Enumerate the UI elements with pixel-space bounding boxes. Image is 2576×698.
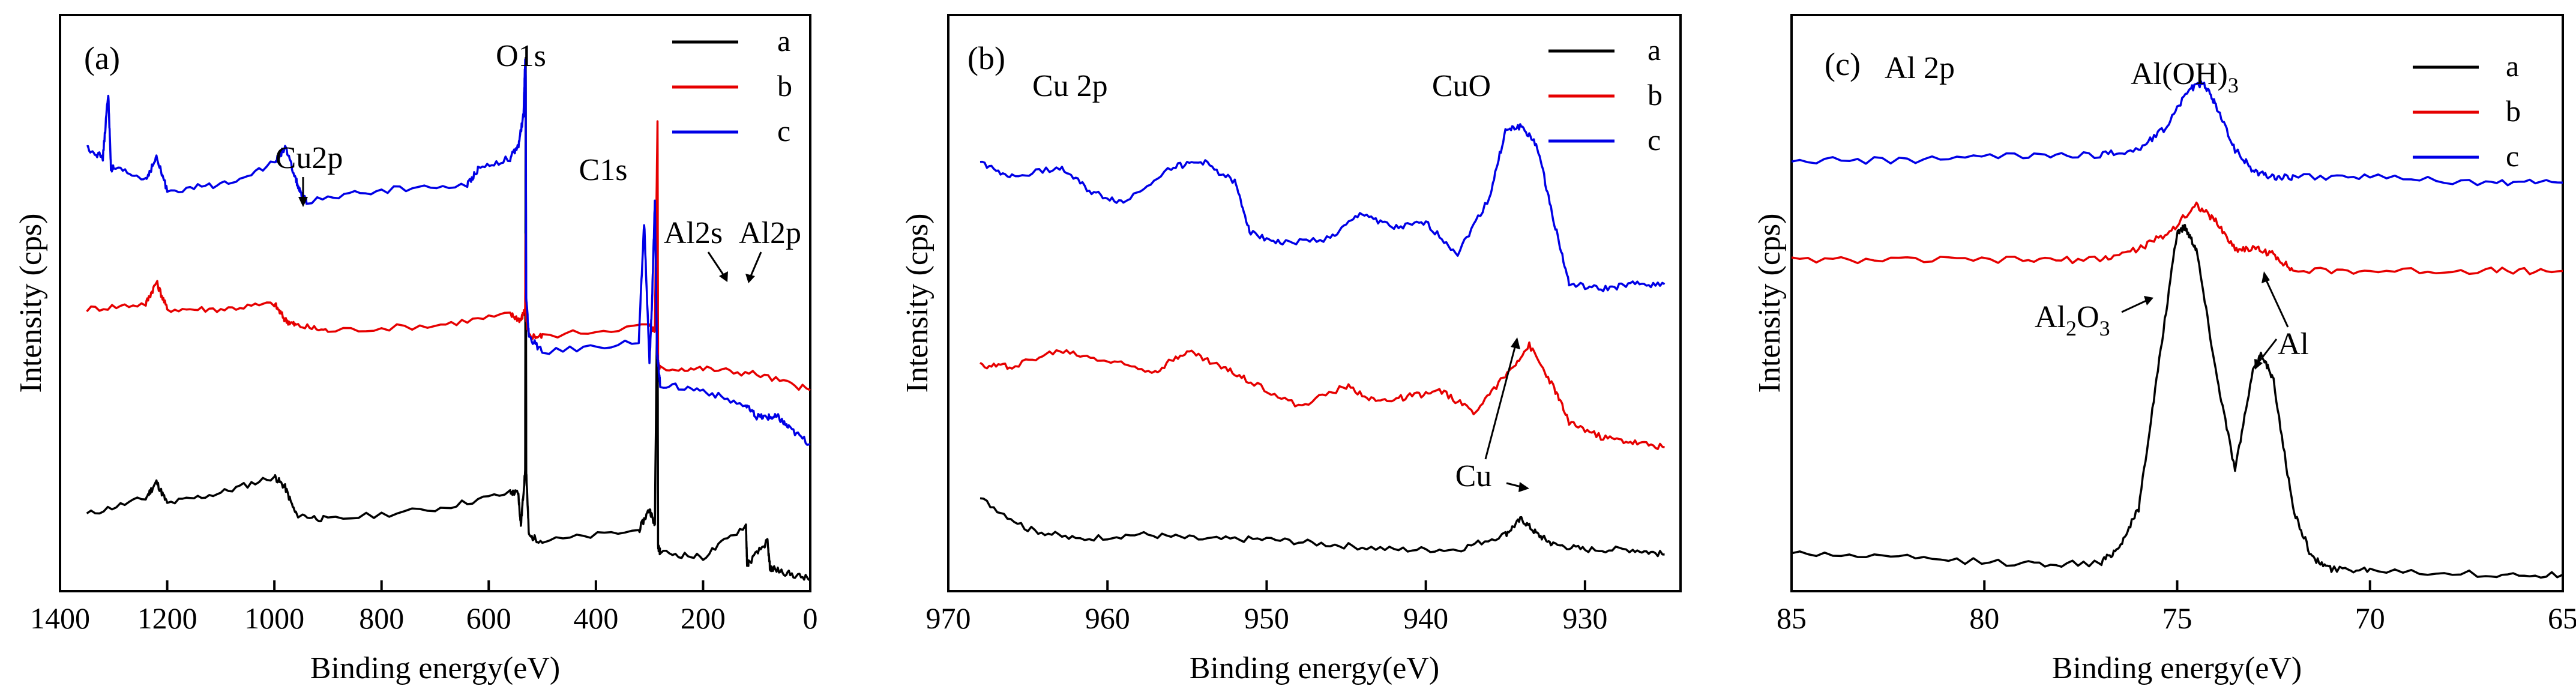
x-tick-label: 85 xyxy=(1777,601,1807,635)
y-axis-label-c: Intensity (cps) xyxy=(1753,214,1787,393)
arrow-al2p xyxy=(749,251,762,278)
series-line-a-c xyxy=(86,58,811,446)
annotation-cu2p: Cu2p xyxy=(275,141,343,175)
legend-label-a-b: b xyxy=(777,69,792,103)
panel-a: (a) 1400 1200 1000 800 600 400 200 0 Binding en… xyxy=(14,14,818,685)
subtitle-cu2p: Cu 2p xyxy=(1032,69,1108,103)
panel-label-b: (b) xyxy=(968,40,1005,76)
legend-a: a b c xyxy=(672,24,792,148)
x-tick-label: 0 xyxy=(803,601,818,635)
x-ticks-b: 970 960 950 940 930 xyxy=(926,580,1607,635)
x-tick-label: 1000 xyxy=(244,601,304,635)
series-line-c-a xyxy=(1791,223,2563,579)
annotations-a: O1s Cu2p C1s Al2s Al2p xyxy=(275,39,801,283)
series-group-c xyxy=(1791,80,2563,579)
panel-label-a: (a) xyxy=(84,40,120,76)
legend-label-a-a: a xyxy=(777,24,790,58)
x-tick-label: 960 xyxy=(1085,601,1130,635)
annotation-aloh3-sub: 3 xyxy=(2228,73,2239,97)
legend-label-b-c: c xyxy=(1648,123,1661,157)
series-line-a-a xyxy=(86,56,811,581)
arrow-al2o3 xyxy=(2121,299,2148,313)
x-tick-label: 940 xyxy=(1403,601,1448,635)
series-line-a-b xyxy=(86,120,811,391)
x-tick-label: 1400 xyxy=(30,601,90,635)
arrowhead-al2s xyxy=(719,271,728,282)
x-tick-label: 600 xyxy=(466,601,511,635)
series-group-b xyxy=(980,123,1666,558)
x-axis-label-c: Binding energy(eV) xyxy=(2052,651,2302,685)
x-tick-label: 70 xyxy=(2355,601,2385,635)
annotation-aloh3-text: Al(OH) xyxy=(2131,57,2228,91)
annotation-al2o3-sub2: 2 xyxy=(2066,316,2077,340)
y-axis-label-a: Intensity (cps) xyxy=(14,214,48,393)
legend-label-a-c: c xyxy=(777,114,790,148)
legend-label-b-a: a xyxy=(1648,33,1661,67)
series-line-b-a xyxy=(980,497,1665,558)
plot-frame-b xyxy=(947,14,1682,592)
panel-label-c: (c) xyxy=(1825,46,1861,82)
series-line-c-c xyxy=(1791,80,2563,187)
legend-label-c-a: a xyxy=(2506,49,2519,83)
x-tick-label: 930 xyxy=(1562,601,1607,635)
series-line-b-c xyxy=(980,123,1666,292)
arrowhead-al2o3 xyxy=(2144,296,2153,305)
annotations-c: Al(OH)3 Al2O3 Al xyxy=(2035,57,2309,370)
x-tick-label: 75 xyxy=(2162,601,2192,635)
panel-c: (c) Al 2p 85 80 75 70 65 Binding energy(eV) … xyxy=(1753,14,2576,685)
x-tick-label: 970 xyxy=(926,601,971,635)
x-ticks-c: 85 80 75 70 65 xyxy=(1777,580,2576,635)
legend-b: a b c xyxy=(1548,33,1663,157)
plot-frame-a xyxy=(59,14,811,592)
annotation-o1s: O1s xyxy=(496,39,546,73)
annotation-al2p: Al2p xyxy=(739,216,801,250)
legend-label-c-c: c xyxy=(2506,139,2519,173)
annotation-c1s: C1s xyxy=(579,153,628,187)
arrowhead-cu-long xyxy=(1511,337,1520,349)
x-ticks-a: 1400 1200 1000 800 600 400 200 0 xyxy=(30,580,818,635)
x-tick-label: 950 xyxy=(1244,601,1289,635)
annotation-al2s: Al2s xyxy=(664,216,723,250)
x-tick-label: 65 xyxy=(2548,601,2576,635)
annotation-al2o3-o: O xyxy=(2077,300,2099,334)
annotation-aloh3: Al(OH)3 xyxy=(2131,57,2239,97)
annotation-al2o3-sub3: 3 xyxy=(2099,316,2110,340)
arrowhead-cu-short xyxy=(1518,482,1529,492)
y-axis-label-b: Intensity (cps) xyxy=(900,214,934,393)
series-line-c-b xyxy=(1791,201,2563,275)
arrow-al-metal xyxy=(2257,338,2278,364)
subtitle-al2p: Al 2p xyxy=(1885,51,1955,85)
annotation-al2o3: Al2O3 xyxy=(2035,300,2110,340)
arrow-cu-long xyxy=(1484,344,1517,460)
x-tick-label: 80 xyxy=(1969,601,1999,635)
panel-b: (b) Cu 2p 970 960 950 940 930 Binding energy… xyxy=(900,14,1682,685)
series-line-b-b xyxy=(980,341,1666,450)
legend-label-c-b: b xyxy=(2506,94,2521,128)
annotation-al2o3-al: Al xyxy=(2035,300,2066,334)
annotation-al: Al xyxy=(2278,327,2309,361)
annotation-cu: Cu xyxy=(1455,459,1492,493)
arrow-al2s xyxy=(707,251,726,278)
x-tick-label: 1200 xyxy=(137,601,197,635)
legend-label-b-b: b xyxy=(1648,78,1663,112)
arrowhead-al2p xyxy=(745,274,755,283)
legend-c: a b c xyxy=(2413,49,2521,173)
x-axis-label-a: Binding energy(eV) xyxy=(310,651,560,685)
x-axis-label-b: Binding energy(eV) xyxy=(1190,651,1439,685)
arrow-al-red xyxy=(2265,278,2289,328)
x-tick-label: 400 xyxy=(573,601,618,635)
arrowhead-al-metal xyxy=(2254,359,2263,370)
arrowhead-cu2p xyxy=(298,197,308,207)
series-group-a xyxy=(86,56,811,581)
x-tick-label: 800 xyxy=(359,601,404,635)
arrowhead-al-red xyxy=(2262,271,2270,283)
plot-frame-c xyxy=(1790,14,2564,592)
annotation-cuo: CuO xyxy=(1432,69,1491,103)
x-tick-label: 200 xyxy=(681,601,726,635)
annotations-b: CuO Cu xyxy=(1432,69,1529,493)
